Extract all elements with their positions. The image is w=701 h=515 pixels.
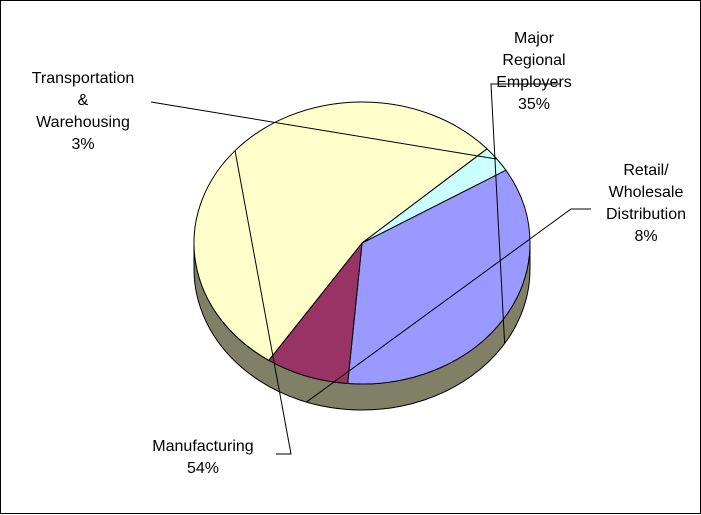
- leader-line: [150, 101, 498, 160]
- slice-label: Major Regional Employers 35%: [496, 30, 572, 113]
- pie-slices: [193, 101, 531, 385]
- leader-line: [490, 83, 561, 344]
- slice-major-regional-employers: [347, 169, 531, 385]
- leader-line: [306, 208, 591, 403]
- slice-labels: Major Regional Employers 35% Retail/Wholesal…: [32, 30, 686, 477]
- leader-lines: [150, 83, 591, 455]
- leader-line: [234, 150, 292, 455]
- slice-label: Transportation & Warehousing 3%: [32, 70, 135, 153]
- slice-label: Manufacturing 54%: [152, 438, 253, 477]
- slice-label: Retail/Wholesale Distribution 8%: [606, 162, 686, 245]
